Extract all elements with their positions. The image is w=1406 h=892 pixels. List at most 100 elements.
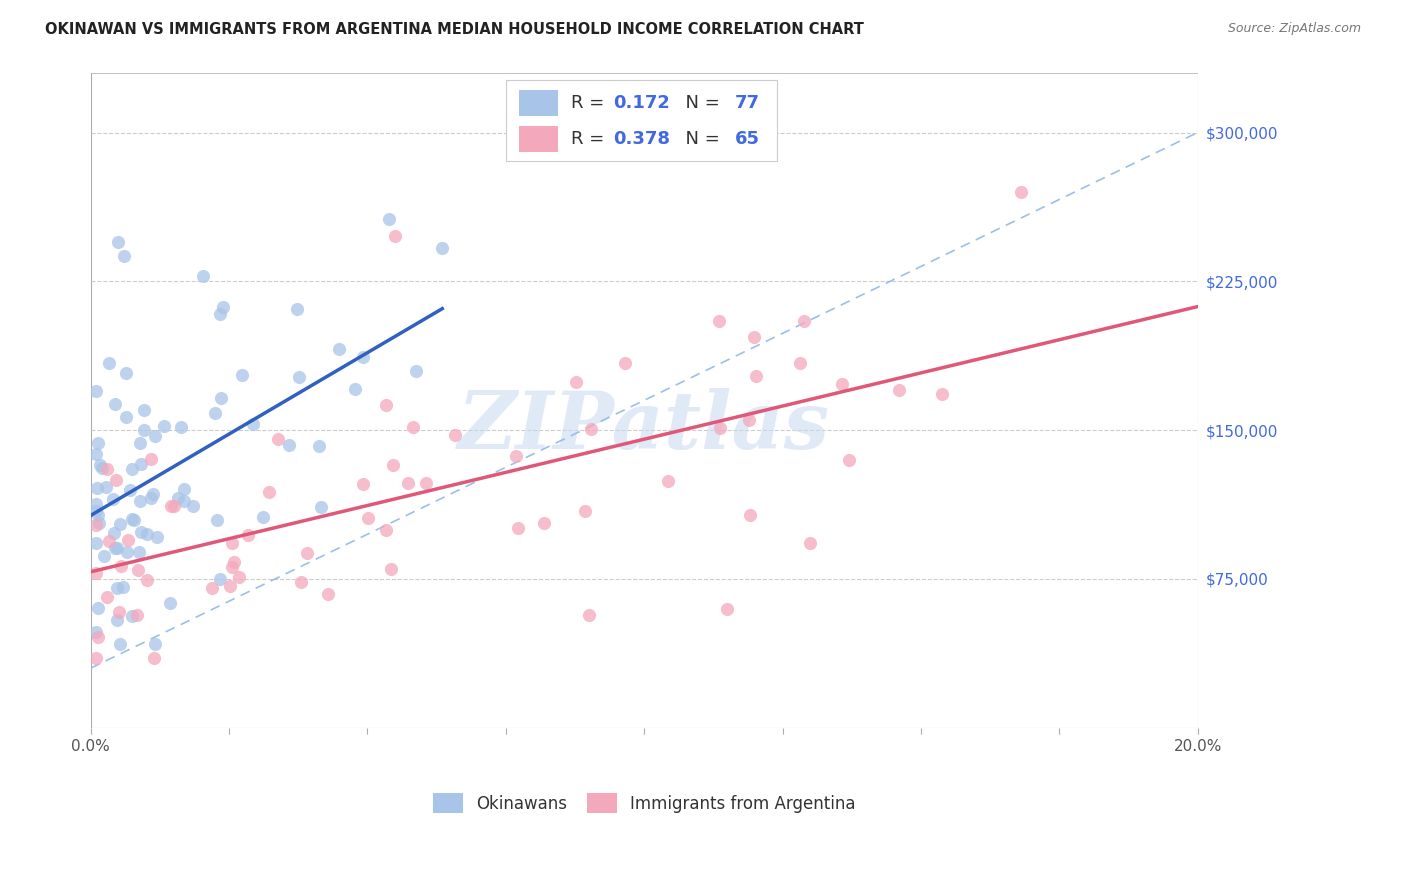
Text: 0.172: 0.172 (613, 94, 671, 112)
Text: Source: ZipAtlas.com: Source: ZipAtlas.com (1227, 22, 1361, 36)
Point (152, 418, 174, 433)
Point (204, 406, 226, 420)
Point (285, 302, 308, 317)
Point (159, 596, 181, 610)
Point (208, 572, 231, 586)
Point (290, 575, 312, 590)
Text: 65: 65 (735, 130, 759, 148)
Point (742, 330, 765, 344)
Point (191, 268, 214, 283)
Point (378, 212, 401, 227)
Point (344, 383, 367, 397)
Point (405, 364, 427, 378)
Point (96, 591, 118, 605)
Point (112, 248, 135, 262)
Point (170, 419, 193, 434)
Point (745, 368, 768, 383)
Legend: Okinawans, Immigrants from Argentina: Okinawans, Immigrants from Argentina (425, 785, 865, 821)
Text: ZIPatlas: ZIPatlas (458, 388, 830, 466)
Text: OKINAWAN VS IMMIGRANTS FROM ARGENTINA MEDIAN HOUSEHOLD INCOME CORRELATION CHART: OKINAWAN VS IMMIGRANTS FROM ARGENTINA ME… (45, 22, 863, 37)
Point (381, 458, 404, 472)
FancyBboxPatch shape (506, 79, 778, 161)
Point (110, 559, 132, 574)
Point (93, 549, 115, 563)
Point (105, 613, 128, 627)
Point (84, 518, 107, 533)
Point (352, 476, 374, 491)
Point (84, 497, 107, 511)
FancyBboxPatch shape (519, 127, 558, 152)
Point (84, 624, 107, 639)
Point (181, 499, 204, 513)
Point (94, 480, 117, 494)
Point (87, 435, 110, 450)
Point (1010, 185, 1032, 199)
Point (173, 494, 195, 508)
Point (84, 651, 107, 665)
Point (84, 536, 107, 550)
Point (444, 428, 467, 442)
Point (236, 528, 259, 542)
Point (142, 651, 165, 665)
Point (114, 366, 136, 380)
Point (789, 355, 811, 369)
Point (104, 473, 127, 487)
Point (120, 483, 142, 498)
Point (121, 609, 143, 624)
Point (799, 536, 821, 550)
Point (112, 581, 135, 595)
Point (709, 421, 731, 435)
Point (84, 566, 107, 581)
Point (257, 484, 280, 499)
Point (793, 314, 815, 328)
Point (565, 375, 588, 389)
Point (84, 447, 107, 461)
Point (297, 546, 319, 560)
Point (838, 453, 860, 467)
Text: R =: R = (571, 130, 610, 148)
Point (163, 500, 186, 514)
Point (396, 476, 419, 491)
Point (374, 523, 396, 537)
Point (107, 541, 129, 555)
Point (125, 607, 148, 622)
Point (86, 481, 108, 495)
Point (533, 516, 555, 531)
Point (316, 587, 339, 601)
FancyBboxPatch shape (519, 90, 558, 116)
Point (143, 429, 166, 443)
Point (141, 491, 163, 505)
Point (84, 384, 107, 398)
Point (707, 313, 730, 327)
Point (228, 569, 250, 583)
Point (384, 228, 406, 243)
Point (87, 601, 110, 615)
Text: N =: N = (673, 94, 725, 112)
Point (129, 493, 152, 508)
Point (505, 449, 527, 463)
Point (104, 397, 127, 411)
Point (218, 579, 240, 593)
Point (145, 530, 167, 544)
Point (84, 504, 107, 518)
Point (114, 410, 136, 425)
Point (87, 631, 110, 645)
Point (131, 524, 153, 539)
Point (104, 541, 127, 555)
Point (574, 504, 596, 518)
Point (357, 511, 380, 525)
Point (108, 605, 131, 619)
Point (716, 601, 738, 615)
Point (380, 562, 402, 576)
Point (242, 417, 264, 432)
Point (221, 535, 243, 549)
Point (201, 581, 224, 595)
Point (205, 513, 228, 527)
Point (127, 563, 149, 577)
Point (167, 491, 190, 505)
Point (141, 452, 163, 467)
Point (136, 573, 159, 587)
Point (132, 423, 155, 437)
Point (266, 432, 288, 446)
Text: N =: N = (673, 130, 725, 148)
